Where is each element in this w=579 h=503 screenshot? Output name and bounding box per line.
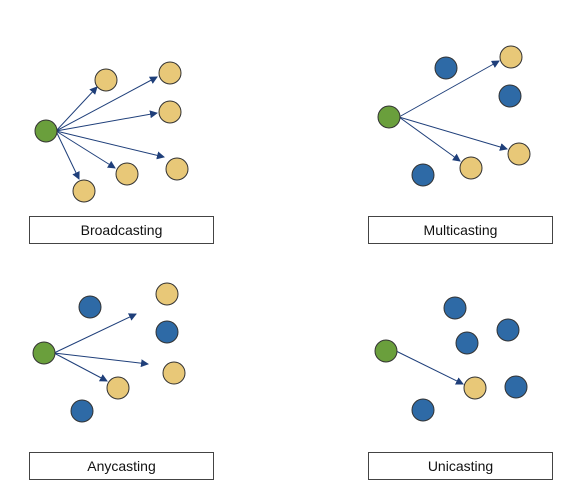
member-node — [94, 68, 118, 92]
multicasting-label: Multicasting — [368, 216, 553, 244]
arrow — [53, 352, 149, 368]
non-member-node — [443, 296, 467, 320]
non-member-node — [498, 84, 522, 108]
anycasting-panel — [32, 282, 186, 423]
member-node — [463, 376, 487, 400]
member-node — [158, 100, 182, 124]
arrow — [398, 116, 461, 162]
arrow — [55, 130, 165, 160]
arrow — [395, 350, 464, 385]
non-member-node — [496, 318, 520, 342]
non-member-node — [70, 399, 94, 423]
broadcasting-label: Broadcasting — [29, 216, 214, 244]
anycasting-label: Anycasting — [29, 452, 214, 480]
arrow — [55, 130, 80, 180]
source-node — [374, 339, 398, 363]
member-node — [158, 61, 182, 85]
member-node — [155, 282, 179, 306]
arrow — [55, 76, 158, 132]
arrow — [398, 60, 500, 118]
broadcasting-panel — [34, 61, 189, 203]
source-node — [34, 119, 58, 143]
member-node — [507, 142, 531, 166]
source-node — [32, 341, 56, 365]
arrow — [53, 313, 137, 354]
member-node — [165, 157, 189, 181]
member-node — [499, 45, 523, 69]
non-member-node — [78, 295, 102, 319]
unicasting-label: Unicasting — [368, 452, 553, 480]
non-member-node — [455, 331, 479, 355]
arrow — [398, 116, 508, 151]
non-member-node — [411, 163, 435, 187]
member-node — [459, 156, 483, 180]
arrow — [55, 130, 116, 169]
arrow — [53, 352, 108, 382]
member-node — [115, 162, 139, 186]
multicasting-panel — [377, 45, 531, 187]
non-member-node — [434, 56, 458, 80]
unicasting-panel — [374, 296, 528, 422]
member-node — [162, 361, 186, 385]
arrow — [55, 86, 98, 132]
source-node — [377, 105, 401, 129]
arrow — [55, 110, 158, 132]
member-node — [106, 376, 130, 400]
non-member-node — [155, 320, 179, 344]
non-member-node — [411, 398, 435, 422]
member-node — [72, 179, 96, 203]
non-member-node — [504, 375, 528, 399]
